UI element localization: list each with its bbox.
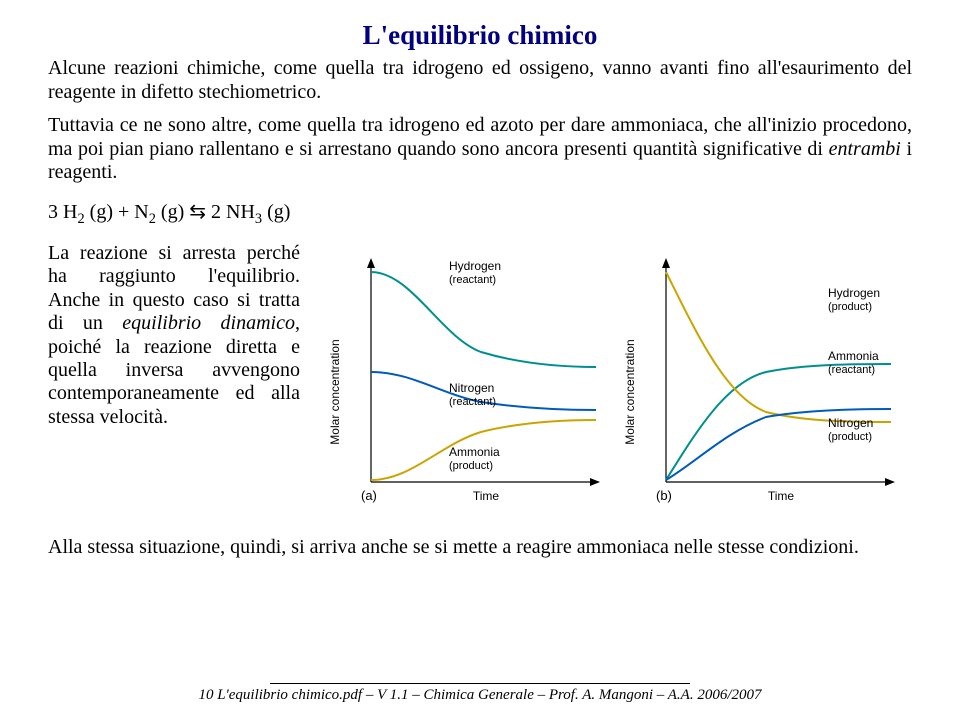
panel-b-letter: (b)	[656, 488, 672, 503]
chart-panel-b: Molar concentration Time (b) Hydrogen (p…	[623, 258, 895, 503]
chart-panel-a: Molar concentration Time (a) Hydrogen (r…	[328, 258, 600, 503]
panel-b-xlabel: Time	[768, 489, 795, 503]
footer-divider	[270, 683, 690, 684]
eq-rhs-b: (g)	[262, 201, 290, 223]
panel-a-label-ammonia: Ammonia	[449, 445, 500, 459]
panel-b-label-ammonia: Ammonia	[828, 349, 879, 363]
panel-b-role-nitrogen: (product)	[828, 431, 872, 443]
eq-rhs-a: 2 NH	[206, 201, 255, 223]
panel-a-letter: (a)	[361, 488, 377, 503]
eq-lhs-a-sub: 2	[77, 211, 84, 227]
page-footer: 10 L'equilibrio chimico.pdf – V 1.1 – Ch…	[0, 683, 960, 704]
panel-a-xlabel: Time	[473, 489, 500, 503]
panel-a-label-hydrogen: Hydrogen	[449, 259, 501, 273]
chart-svg: Molar concentration Time (a) Hydrogen (r…	[310, 242, 912, 522]
paragraph-2: Tuttavia ce ne sono altre, come quella t…	[48, 114, 912, 185]
page-title: L'equilibrio chimico	[48, 20, 912, 51]
panel-b-ylabel: Molar concentration	[623, 339, 637, 444]
eq-lhs-b: (g) + N	[85, 201, 149, 223]
eq-lhs-c: (g)	[156, 201, 189, 223]
panel-b-role-hydrogen: (product)	[828, 301, 872, 313]
eq-lhs-b-sub: 2	[149, 211, 156, 227]
paragraph-1: Alcune reazioni chimiche, come quella tr…	[48, 57, 912, 104]
paragraph-4: Alla stessa situazione, quindi, si arriv…	[48, 536, 912, 560]
eq-rhs-a-sub: 3	[255, 211, 262, 227]
panel-a-role-nitrogen: (reactant)	[449, 396, 496, 408]
para3-b: equilibrio dinamico	[122, 312, 295, 334]
panel-a-curve-hydrogen	[371, 272, 596, 367]
panel-a-ylabel: Molar concentration	[328, 339, 342, 444]
equation: 3 H2 (g) + N2 (g) ⇆ 2 NH3 (g)	[48, 199, 912, 228]
panel-b-role-ammonia: (reactant)	[828, 364, 875, 376]
chart-figure: Molar concentration Time (a) Hydrogen (r…	[310, 242, 912, 522]
panel-a-role-hydrogen: (reactant)	[449, 274, 496, 286]
panel-a-label-nitrogen: Nitrogen	[449, 381, 494, 395]
para2-b: entrambi	[829, 138, 901, 160]
panel-b-label-hydrogen: Hydrogen	[828, 286, 880, 300]
equilibrium-arrow-icon: ⇆	[189, 201, 206, 223]
paragraph-3: La reazione si arresta perché ha raggiun…	[48, 242, 300, 429]
panel-b-label-nitrogen: Nitrogen	[828, 416, 873, 430]
panel-a-role-ammonia: (product)	[449, 460, 493, 472]
eq-lhs-a: 3 H	[48, 201, 77, 223]
para2-a: Tuttavia ce ne sono altre, come quella t…	[48, 114, 912, 160]
footer-text: 10 L'equilibrio chimico.pdf – V 1.1 – Ch…	[198, 687, 761, 703]
